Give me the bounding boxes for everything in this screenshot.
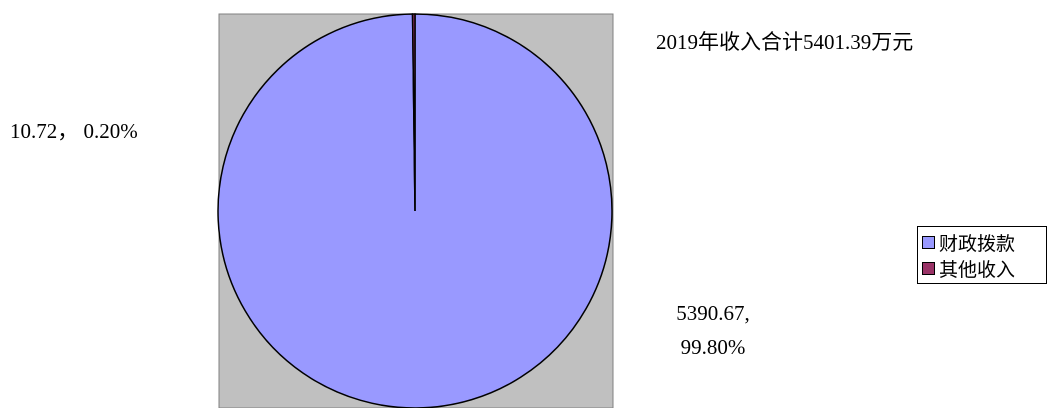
legend-item: 其他收入 bbox=[922, 255, 1046, 281]
chart-title: 2019年收入合计5401.39万元 bbox=[656, 30, 914, 54]
legend: 财政拨款 其他收入 bbox=[917, 226, 1047, 284]
data-label: 5390.67, 99.80% bbox=[676, 301, 750, 359]
legend-swatch bbox=[922, 235, 935, 249]
pie bbox=[217, 13, 613, 408]
pie-slice bbox=[411, 13, 416, 212]
legend-label: 其他收入 bbox=[939, 259, 1016, 281]
legend-item: 财政拨款 bbox=[922, 229, 1046, 255]
data-label: 10.72， 0.20% bbox=[10, 119, 138, 143]
legend-label: 财政拨款 bbox=[939, 233, 1016, 255]
legend-swatch bbox=[922, 261, 935, 275]
